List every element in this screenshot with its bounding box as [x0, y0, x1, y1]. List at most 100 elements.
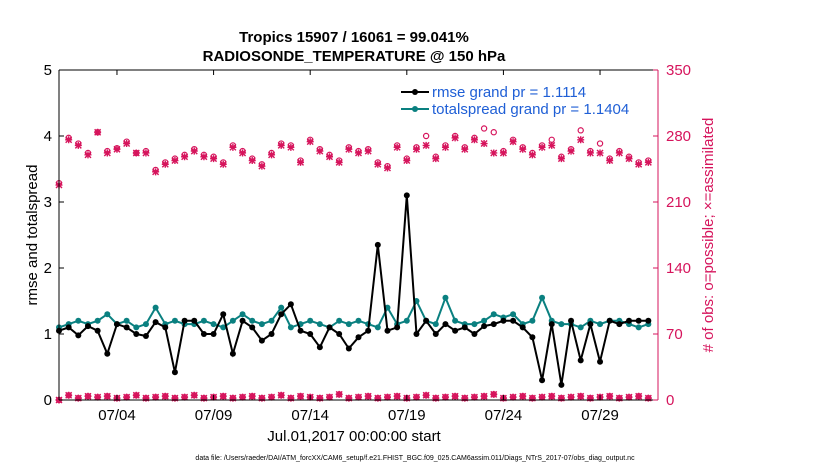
obs-assimilated-marker: [132, 149, 140, 157]
rmse-point: [210, 331, 217, 337]
rmse-point: [529, 334, 536, 341]
obs-low-assimilated-marker: [509, 393, 517, 401]
totalspread-point: [133, 324, 140, 331]
rmse-point: [626, 317, 633, 324]
obs-assimilated-marker: [94, 128, 102, 136]
rmse-point: [297, 327, 304, 334]
rmse-point: [635, 317, 642, 324]
obs-assimilated-marker: [84, 151, 92, 159]
y2-tick-label: 210: [666, 194, 691, 211]
obs-assimilated-marker: [229, 143, 237, 151]
obs-assimilated-marker: [374, 160, 382, 168]
obs-low-assimilated-marker: [287, 394, 295, 402]
rmse-point: [606, 317, 613, 324]
rmse-point: [452, 327, 459, 334]
y2-tick-label: 140: [666, 260, 691, 277]
obs-low-assimilated-marker: [606, 392, 614, 400]
totalspread-point: [152, 304, 159, 311]
x-tick-label: 07/19: [388, 407, 426, 424]
rmse-point: [394, 324, 401, 331]
rmse-point: [229, 350, 236, 357]
obs-assimilated-marker: [577, 136, 585, 144]
obs-low-assimilated-marker: [374, 394, 382, 402]
rmse-point: [268, 331, 275, 337]
obs-assimilated-marker: [422, 141, 430, 149]
totalspread-point: [94, 317, 101, 324]
obs-assimilated-marker: [65, 136, 73, 144]
rmse-point: [461, 324, 468, 331]
obs-low-assimilated-marker: [644, 394, 652, 402]
obs-assimilated-marker: [316, 147, 324, 155]
totalspread-point: [336, 317, 343, 324]
obs-low-assimilated-marker: [268, 393, 276, 401]
obs-assimilated-marker: [383, 164, 391, 172]
footer-data-file: data file: /Users/raeder/DAI/ATM_forcXX/…: [195, 455, 635, 462]
obs-low-assimilated-marker: [490, 390, 498, 398]
rmse-point: [490, 321, 497, 328]
obs-assimilated-marker: [586, 149, 594, 157]
y-tick-label: 1: [44, 326, 52, 343]
rmse-point: [568, 317, 575, 324]
totalspread-point: [104, 311, 111, 318]
rmse-point: [597, 358, 604, 365]
obs-assimilated-marker: [432, 155, 440, 163]
rmse-point: [113, 321, 120, 328]
totalspread-point: [316, 321, 323, 328]
obs-low-assimilated-marker: [84, 392, 92, 400]
obs-assimilated-marker: [190, 147, 198, 155]
rmse-point: [133, 331, 140, 337]
obs-assimilated-marker: [210, 155, 218, 163]
obs-low-assimilated-marker: [480, 392, 488, 400]
rmse-point: [171, 369, 178, 376]
x-tick-label: 07/24: [485, 407, 523, 424]
obs-assimilated-marker: [480, 140, 488, 148]
obs-assimilated-marker: [625, 155, 633, 163]
obs-assimilated-marker: [490, 149, 498, 157]
totalspread-point: [239, 311, 246, 318]
rmse-point: [471, 331, 478, 337]
obs-low-assimilated-marker: [615, 394, 623, 402]
obs-low-assimilated-marker: [94, 393, 102, 401]
rmse-point: [200, 331, 207, 337]
obs-low-assimilated-marker: [171, 394, 179, 402]
rmse-point: [365, 327, 372, 334]
totalspread-point: [287, 324, 294, 331]
rmse-point: [645, 317, 652, 324]
y2-tick-label: 350: [666, 62, 691, 79]
obs-possible-marker: [480, 125, 488, 132]
obs-assimilated-marker: [412, 145, 420, 153]
totalspread-point: [529, 317, 536, 324]
obs-assimilated-marker: [268, 151, 276, 159]
y-tick-label: 5: [44, 62, 52, 79]
rmse-point: [510, 317, 517, 324]
obs-assimilated-marker: [74, 141, 82, 149]
obs-assimilated-marker: [461, 145, 469, 153]
totalspread-point: [355, 317, 362, 324]
obs-low-assimilated-marker: [345, 394, 353, 402]
y-tick-label: 4: [44, 128, 52, 145]
y2-tick-label: 280: [666, 128, 691, 145]
obs-low-assimilated-marker: [625, 393, 633, 401]
obs-low-assimilated-marker: [470, 393, 478, 401]
obs-low-assimilated-marker: [412, 393, 420, 401]
rmse-point: [278, 311, 285, 318]
obs-assimilated-marker: [113, 145, 121, 153]
obs-assimilated-marker: [567, 147, 575, 155]
obs-assimilated-marker: [596, 149, 604, 157]
totalspread-point: [635, 324, 642, 331]
obs-assimilated-marker: [248, 157, 256, 165]
rmse-point: [616, 321, 623, 328]
obs-assimilated-marker: [528, 151, 536, 159]
obs-assimilated-marker: [606, 157, 614, 165]
rmse-point: [123, 324, 130, 331]
obs-low-assimilated-marker: [451, 392, 459, 400]
obs-assimilated-marker: [470, 136, 478, 144]
legend-box: [394, 82, 656, 124]
obs-low-assimilated-marker: [103, 392, 111, 400]
totalspread-point: [249, 317, 256, 324]
totalspread-point: [539, 294, 546, 301]
obs-assimilated-marker: [239, 149, 247, 157]
ticks-layer: 0 1 2 3 4 5 0 70 140 210 280 350 07/04 07/09 07/14 07/1…: [44, 62, 691, 424]
obs-low-assimilated-marker: [74, 394, 82, 402]
obs-low-assimilated-marker: [142, 394, 150, 402]
